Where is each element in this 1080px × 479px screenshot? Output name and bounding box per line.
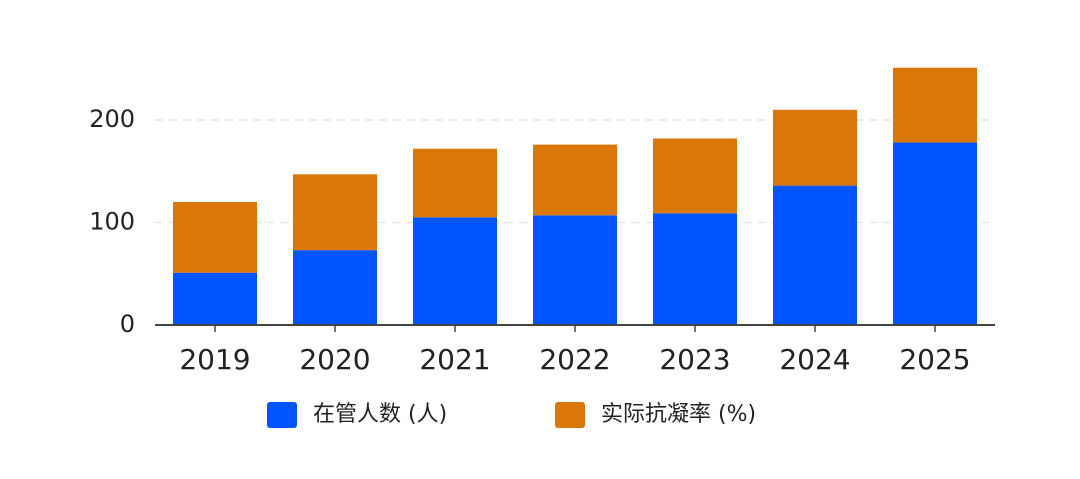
x-tick-label: 2021 (419, 343, 490, 376)
bar-segment (773, 185, 857, 325)
x-tick-label: 2019 (179, 343, 250, 376)
x-tick-label: 2020 (299, 343, 370, 376)
x-tick-label: 2023 (659, 343, 730, 376)
bar-segment (173, 272, 257, 325)
x-tick-label: 2022 (539, 343, 610, 376)
bar-segment (293, 174, 377, 251)
x-tick-label: 2024 (779, 343, 850, 376)
legend-label: 实际抗凝率 (%) (601, 402, 756, 427)
bar-segment (893, 142, 977, 325)
bar-segment (773, 109, 857, 186)
y-tick-label: 100 (89, 208, 135, 236)
bar-segment (533, 144, 617, 216)
legend-swatch (555, 402, 585, 428)
bar-segment (173, 202, 257, 273)
bar-segment (653, 213, 737, 325)
y-tick-label: 0 (120, 310, 135, 338)
bar-segment (413, 148, 497, 218)
y-tick-label: 200 (89, 105, 135, 133)
legend-swatch (267, 402, 297, 428)
bar-segment (293, 250, 377, 325)
bar-segment (413, 217, 497, 325)
legend-label: 在管人数 (人) (313, 402, 447, 427)
x-tick-label: 2025 (899, 343, 970, 376)
bar-segment (893, 67, 977, 143)
bar-segment (653, 138, 737, 214)
bar-segment (533, 215, 617, 325)
